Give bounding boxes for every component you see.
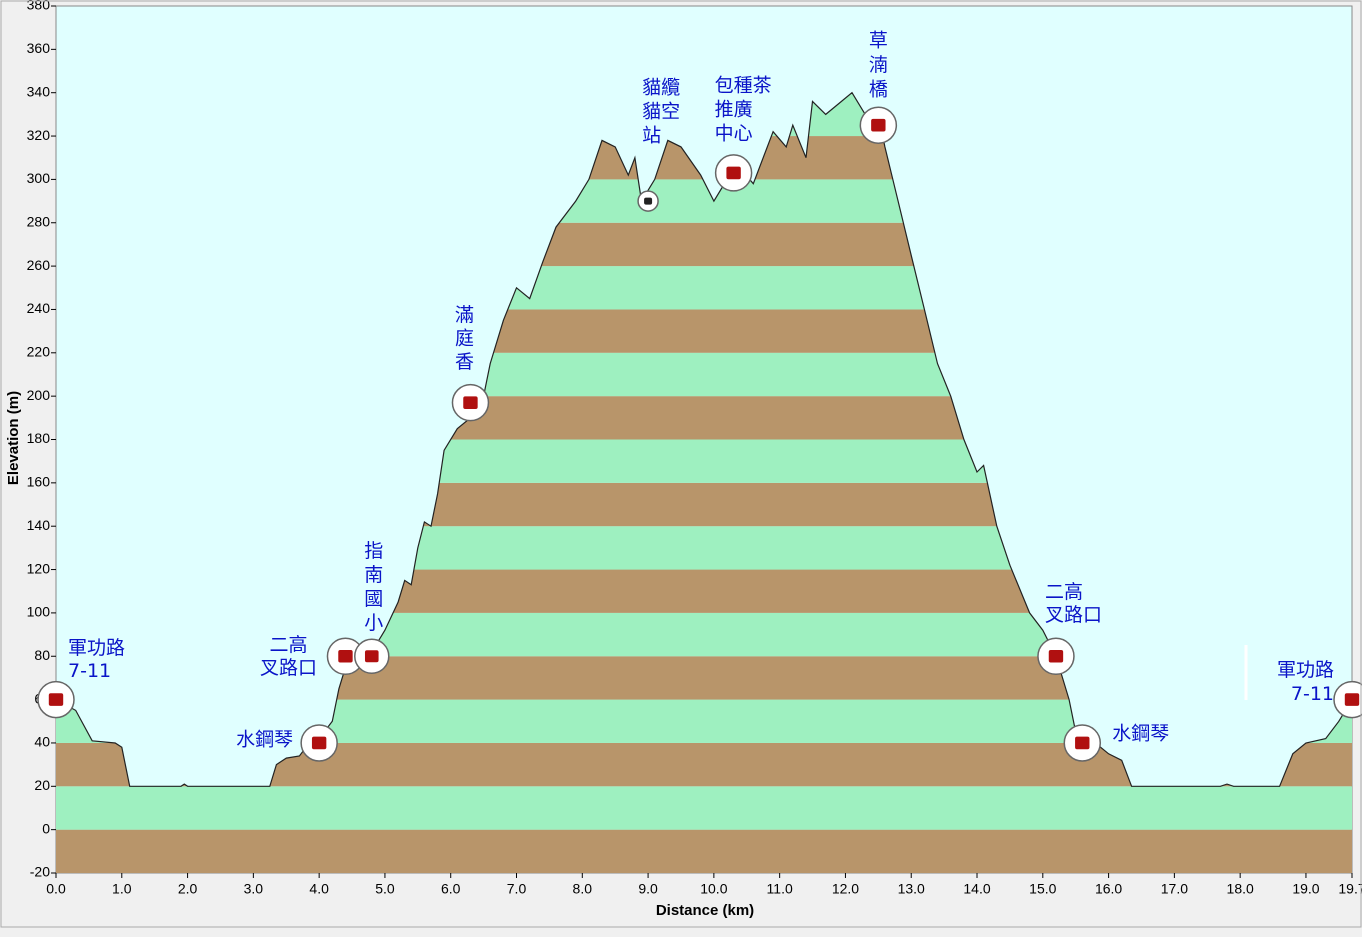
poi-label: 水鋼琴: [236, 728, 293, 750]
poi-label: 中心: [715, 122, 753, 144]
x-tick-label: 10.0: [700, 881, 727, 897]
y-tick-label: 300: [27, 170, 51, 186]
poi-icon: [644, 197, 653, 205]
poi-label: 庭: [455, 328, 474, 350]
y-tick-label: 360: [27, 40, 51, 56]
poi-icon: [48, 693, 64, 706]
y-tick-label: 20: [34, 777, 50, 793]
x-tick-label: 17.0: [1161, 881, 1188, 897]
y-tick-label: -20: [30, 864, 50, 880]
poi-label: 軍功路: [1277, 659, 1334, 681]
y-tick-label: 140: [27, 517, 51, 533]
y-tick-label: 320: [27, 127, 51, 143]
poi-label: 二高: [269, 634, 307, 656]
poi-label: 指: [364, 540, 383, 562]
x-tick-label: 14.0: [963, 881, 990, 897]
y-tick-label: 0: [42, 820, 50, 836]
poi-label: 橋: [869, 79, 888, 101]
poi-label: 二高: [1045, 581, 1083, 603]
x-tick-label: 5.0: [375, 881, 395, 897]
poi-label: 湳: [869, 54, 888, 76]
y-tick-label: 240: [27, 300, 51, 316]
y-tick-label: 40: [34, 734, 50, 750]
poi-icon: [1344, 693, 1360, 706]
poi-icon: [726, 166, 741, 180]
y-tick-label: 220: [27, 344, 51, 360]
x-tick-label: 9.0: [638, 881, 658, 897]
x-tick-label: 3.0: [244, 881, 264, 897]
y-tick-label: 380: [27, 0, 51, 13]
x-tick-label: 4.0: [309, 881, 329, 897]
x-tick-label: 19.7: [1338, 881, 1362, 897]
poi-label: 7-11: [68, 660, 111, 682]
poi-label: 貓纜: [642, 77, 680, 99]
y-tick-label: 200: [27, 387, 51, 403]
x-axis-label: Distance (km): [656, 902, 754, 919]
x-tick-label: 16.0: [1095, 881, 1122, 897]
poi-label: 香: [455, 351, 474, 373]
y-tick-label: 260: [27, 257, 51, 273]
poi-icon: [311, 736, 327, 750]
stripe: [56, 786, 1352, 830]
y-tick-label: 180: [27, 430, 51, 446]
y-tick-label: 340: [27, 83, 51, 99]
poi-label: 站: [642, 125, 661, 147]
poi-label: 小: [364, 612, 383, 634]
y-tick-label: 160: [27, 474, 51, 490]
poi-icon: [364, 650, 379, 663]
x-tick-label: 1.0: [112, 881, 132, 897]
y-axis-label: Elevation (m): [5, 391, 22, 485]
x-tick-label: 8.0: [573, 881, 593, 897]
x-tick-label: 6.0: [441, 881, 461, 897]
poi-icon: [871, 118, 886, 132]
poi-icon: [338, 649, 353, 663]
poi-icon: [463, 396, 478, 409]
x-tick-label: 19.0: [1292, 881, 1319, 897]
x-tick-label: 0.0: [46, 881, 66, 897]
x-tick-label: 18.0: [1227, 881, 1254, 897]
poi-label: 叉路口: [260, 657, 317, 679]
x-tick-label: 15.0: [1029, 881, 1056, 897]
poi-label: 叉路口: [1045, 604, 1102, 626]
y-tick-label: 80: [34, 647, 50, 663]
poi-label: 7-11: [1291, 683, 1334, 705]
x-tick-label: 11.0: [767, 881, 793, 897]
poi-label: 軍功路: [68, 637, 125, 659]
y-tick-label: 280: [27, 213, 51, 229]
poi-label: 水鋼琴: [1112, 722, 1169, 744]
x-tick-label: 2.0: [178, 881, 198, 897]
poi-label: 草: [869, 30, 888, 52]
poi-label: 包種茶: [715, 74, 772, 96]
x-tick-label: 7.0: [507, 881, 527, 897]
poi-icon: [1048, 649, 1064, 663]
stripe: [56, 829, 1352, 873]
y-tick-label: 100: [27, 604, 51, 620]
x-tick-label: 13.0: [898, 881, 925, 897]
y-tick-label: 120: [27, 560, 51, 576]
poi-label: 滿: [455, 304, 474, 326]
poi-label: 推廣: [715, 98, 753, 120]
poi-label: 國: [364, 588, 383, 610]
poi-icon: [1075, 736, 1090, 750]
poi-label: 貓空: [642, 101, 680, 123]
x-tick-label: 12.0: [832, 881, 859, 897]
poi-label: 南: [364, 564, 383, 586]
